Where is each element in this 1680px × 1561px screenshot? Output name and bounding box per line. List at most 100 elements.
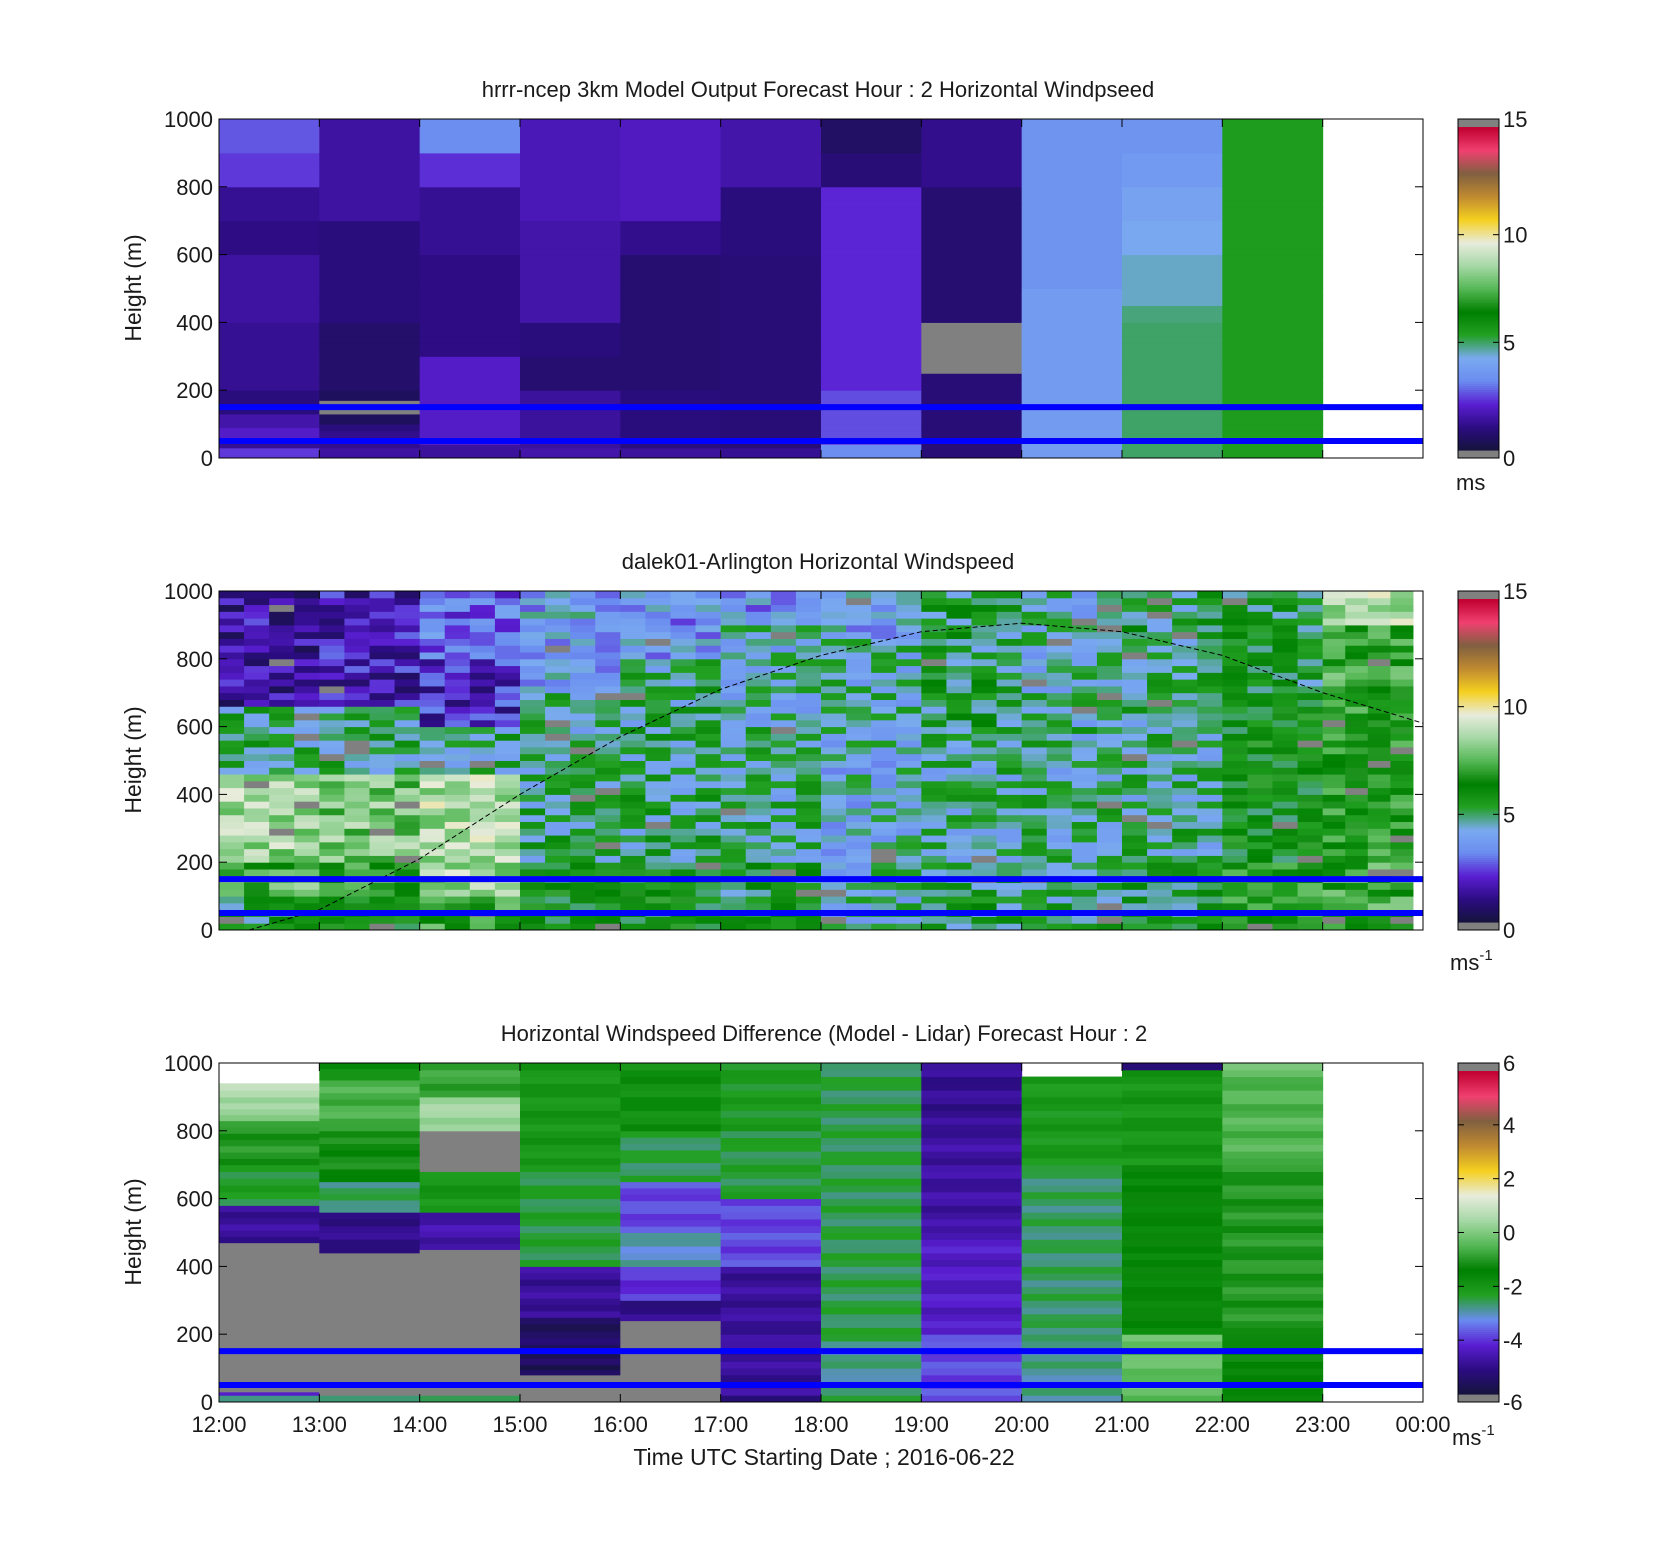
heatmap-cell	[344, 733, 370, 741]
colorbar-segment	[1458, 286, 1499, 290]
heatmap-cell	[494, 618, 521, 626]
heatmap-cell	[570, 604, 596, 612]
heatmap-cell	[846, 794, 872, 802]
colorbar-segment	[1458, 405, 1499, 409]
heatmap-cell	[645, 672, 671, 680]
colorbar-segment	[1458, 752, 1499, 756]
heatmap-cell	[369, 746, 396, 755]
heatmap-cell	[319, 342, 421, 351]
heatmap-cell	[244, 868, 270, 877]
heatmap-cell	[1096, 916, 1123, 924]
heatmap-cell	[1222, 719, 1248, 728]
heatmap-cell	[1345, 807, 1369, 816]
heatmap-cell	[795, 774, 822, 782]
heatmap-cell	[1046, 652, 1073, 660]
heatmap-cell	[269, 665, 295, 673]
heatmap-cell	[520, 186, 621, 195]
heatmap-cell	[620, 665, 646, 673]
heatmap-cell	[1297, 774, 1324, 782]
heatmap-cell	[946, 679, 972, 687]
heatmap-cell	[1390, 821, 1414, 829]
heatmap-cell	[444, 862, 471, 870]
heatmap-cell	[720, 1103, 822, 1111]
heatmap-cell	[795, 740, 822, 748]
heatmap-cell	[1345, 597, 1369, 606]
colorbar-segment	[1458, 1383, 1499, 1387]
heatmap-cell	[1272, 916, 1299, 924]
heatmap-cell	[1197, 787, 1223, 795]
heatmap-cell	[821, 234, 922, 242]
heatmap-cell	[770, 807, 797, 816]
heatmap-cell	[695, 746, 722, 755]
colorbar-segment	[1458, 1278, 1499, 1282]
heatmap-cell	[896, 679, 922, 687]
heatmap-cell	[620, 787, 646, 795]
heatmap-cell	[795, 604, 822, 612]
heatmap-cell	[720, 1300, 822, 1308]
heatmap-cell	[1272, 665, 1299, 673]
heatmap-cell	[1272, 814, 1299, 823]
heatmap-cell	[394, 604, 421, 612]
heatmap-cell	[1272, 638, 1299, 646]
heatmap-cell	[745, 787, 772, 795]
heatmap-cell	[821, 1286, 922, 1295]
heatmap-cell	[1122, 1313, 1223, 1322]
heatmap-cell	[821, 173, 922, 181]
heatmap-cell	[1297, 896, 1324, 904]
colorbar-frame	[1457, 118, 1500, 459]
heatmap-cell	[1367, 645, 1391, 653]
heatmap-cell	[720, 1239, 822, 1247]
heatmap-cell	[570, 597, 596, 606]
heatmap-cell	[1021, 889, 1048, 897]
heatmap-cell	[1222, 383, 1324, 391]
heatmap-cell	[821, 1124, 922, 1132]
heatmap-cell	[1096, 807, 1123, 816]
heatmap-cell	[1390, 597, 1414, 606]
heatmap-cell	[1122, 410, 1223, 418]
heatmap-cell	[269, 760, 295, 768]
heatmap-cell	[494, 706, 521, 714]
heatmap-cell	[1222, 868, 1248, 877]
heatmap-cell	[1122, 247, 1223, 256]
heatmap-cell	[319, 631, 345, 639]
heatmap-cell	[269, 896, 295, 904]
heatmap-cell	[620, 902, 646, 911]
colorbar-segment	[1458, 167, 1499, 170]
colorbar-segment	[1458, 1071, 1499, 1074]
heatmap-cell	[821, 1205, 922, 1213]
heatmap-cell	[921, 1307, 1023, 1315]
heatmap-cell	[720, 1313, 822, 1322]
heatmap-cell	[1247, 618, 1273, 626]
colorbar-segment	[1458, 1182, 1499, 1185]
heatmap-cell	[1222, 390, 1324, 398]
heatmap-cell	[745, 916, 772, 924]
heatmap-cell	[1222, 1293, 1324, 1301]
heatmap-cell	[319, 1266, 421, 1274]
heatmap-cell	[921, 152, 1023, 161]
colorbar-segment	[1458, 857, 1499, 861]
heatmap-cell	[1021, 624, 1048, 633]
colorbar-segment	[1458, 258, 1499, 261]
heatmap-cell	[1122, 159, 1223, 167]
colorbar-segment	[1458, 407, 1499, 411]
heatmap-cell	[871, 923, 897, 931]
heatmap-cell	[620, 383, 722, 391]
heatmap-cell	[670, 923, 697, 931]
heatmap-cell	[821, 288, 922, 296]
heatmap-cell	[1021, 119, 1123, 127]
heatmap-cell	[1222, 645, 1248, 653]
heatmap-cell	[1046, 591, 1073, 599]
colorbar-segment	[1458, 135, 1499, 138]
heatmap-cell	[720, 314, 822, 322]
heatmap-cell	[946, 780, 972, 789]
colorbar-segment	[1458, 233, 1499, 237]
heatmap-cell	[294, 672, 320, 680]
heatmap-cell	[520, 247, 621, 256]
heatmap-cell	[821, 166, 922, 174]
heatmap-cell	[795, 672, 822, 680]
heatmap-cell	[344, 638, 370, 646]
heatmap-cell	[1122, 376, 1223, 384]
heatmap-cell	[1122, 396, 1223, 405]
heatmap-cell	[645, 685, 671, 694]
heatmap-cell	[520, 1130, 621, 1139]
